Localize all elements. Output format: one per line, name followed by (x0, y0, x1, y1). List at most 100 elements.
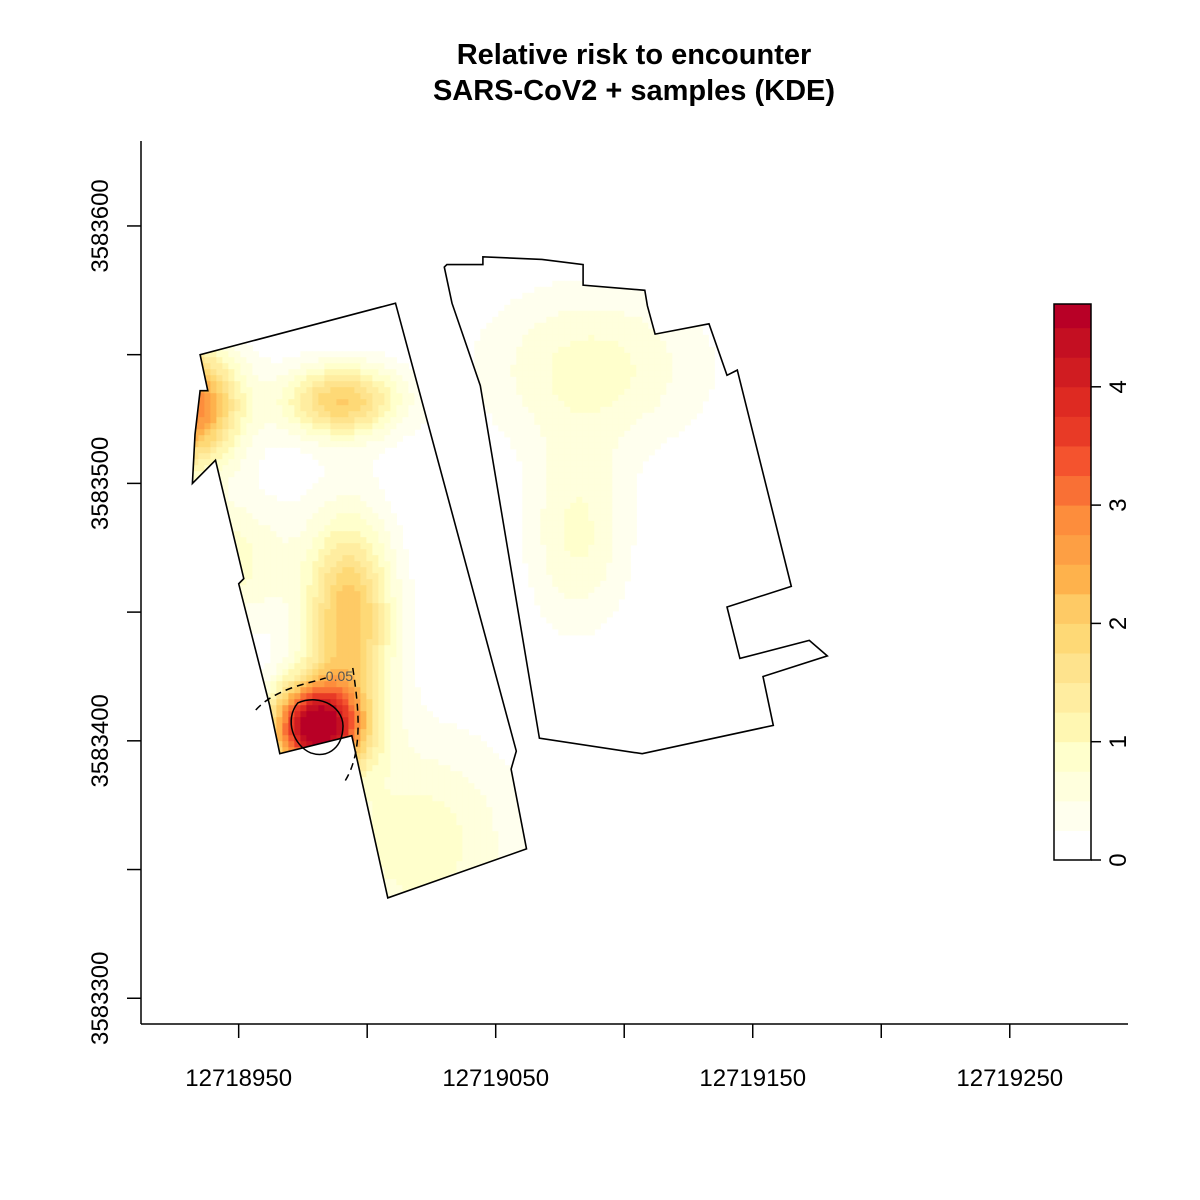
heat-cell (270, 621, 277, 628)
heat-cell (420, 855, 427, 862)
heat-cell (300, 723, 307, 730)
heat-cell (510, 418, 517, 426)
heat-cell (402, 591, 409, 598)
heat-cell (252, 513, 259, 520)
heat-cell (606, 484, 613, 492)
heat-cell (480, 388, 487, 396)
heat-cell (234, 513, 241, 520)
heat-cell (348, 375, 355, 382)
heat-cell (438, 813, 445, 820)
heat-cell (660, 376, 667, 384)
heat-cell (516, 418, 523, 426)
heat-cell (330, 867, 337, 874)
heat-cell (678, 304, 685, 312)
heat-cell (432, 747, 439, 754)
heat-cell (264, 501, 271, 508)
heat-cell (360, 519, 367, 526)
heat-cell (348, 555, 355, 562)
heat-cell (300, 411, 307, 418)
heat-cell (318, 381, 325, 388)
heat-cell (252, 609, 259, 616)
heat-cell (426, 897, 433, 898)
heat-cell (390, 411, 397, 418)
heat-cell (600, 538, 607, 546)
heat-cell (552, 508, 559, 516)
heat-cell (306, 645, 313, 652)
heat-cell (366, 537, 373, 544)
heat-cell (324, 393, 331, 400)
heat-cell (222, 573, 229, 580)
heat-cell (216, 597, 223, 604)
heat-cell (216, 525, 223, 532)
heat-cell (288, 741, 295, 748)
heat-cell (324, 717, 331, 724)
heat-cell (264, 543, 271, 550)
heat-cell (276, 729, 283, 736)
heat-cell (336, 597, 343, 604)
heat-cell (324, 465, 331, 472)
heat-cell (474, 346, 481, 354)
heat-cell (672, 328, 679, 336)
heat-cell (306, 387, 313, 394)
heat-cell (312, 507, 319, 514)
heat-cell (282, 441, 289, 448)
heat-cell (360, 447, 367, 454)
heat-cell (630, 472, 637, 480)
heat-cell (510, 394, 517, 402)
heat-cell (576, 472, 583, 480)
heat-cell (390, 381, 397, 388)
heat-cell (462, 735, 469, 742)
heat-cell (192, 591, 199, 598)
heat-cell (582, 610, 589, 618)
heat-cell (378, 591, 385, 598)
heat-cell (204, 501, 211, 508)
heat-cell (594, 526, 601, 534)
heat-cell (348, 699, 355, 706)
heat-cell (600, 334, 607, 342)
heat-cell (396, 765, 403, 772)
heat-cell (384, 747, 391, 754)
heat-cell (438, 765, 445, 772)
heat-cell (282, 639, 289, 646)
heat-cell (576, 460, 583, 468)
heat-cell (390, 699, 397, 706)
heat-cell (618, 448, 625, 456)
heat-cell (300, 795, 307, 802)
heat-cell (384, 615, 391, 622)
heat-cell (258, 381, 265, 388)
heat-cell (348, 501, 355, 508)
heat-cell (384, 807, 391, 814)
heat-cell (318, 519, 325, 526)
heat-cell (630, 382, 637, 390)
heat-cell (642, 340, 649, 348)
heat-cell (330, 507, 337, 514)
heat-cell (348, 441, 355, 448)
heat-cell (222, 333, 229, 340)
heat-cell (378, 903, 385, 910)
heat-cell (246, 471, 253, 478)
heat-cell (486, 759, 493, 766)
heat-cell (210, 579, 217, 586)
heat-cell (330, 795, 337, 802)
heat-cell (384, 369, 391, 376)
heat-cell (330, 501, 337, 508)
heat-cell (252, 735, 259, 742)
heat-cell (546, 334, 553, 342)
heat-cell (540, 298, 547, 306)
heat-cell (270, 633, 277, 640)
heat-cell (552, 472, 559, 480)
heat-cell (384, 387, 391, 394)
heat-cell (192, 333, 193, 340)
heat-cell (354, 417, 361, 424)
heat-cell (672, 322, 679, 330)
heat-cell (606, 412, 613, 420)
heat-cell (360, 645, 367, 652)
heat-cell (588, 340, 595, 348)
heat-cell (198, 585, 205, 592)
heat-cell (402, 765, 409, 772)
heat-cell (336, 375, 343, 382)
heat-cell (582, 466, 589, 474)
heat-cell (588, 532, 595, 540)
heat-cell (354, 495, 361, 502)
heat-cell (276, 423, 283, 430)
